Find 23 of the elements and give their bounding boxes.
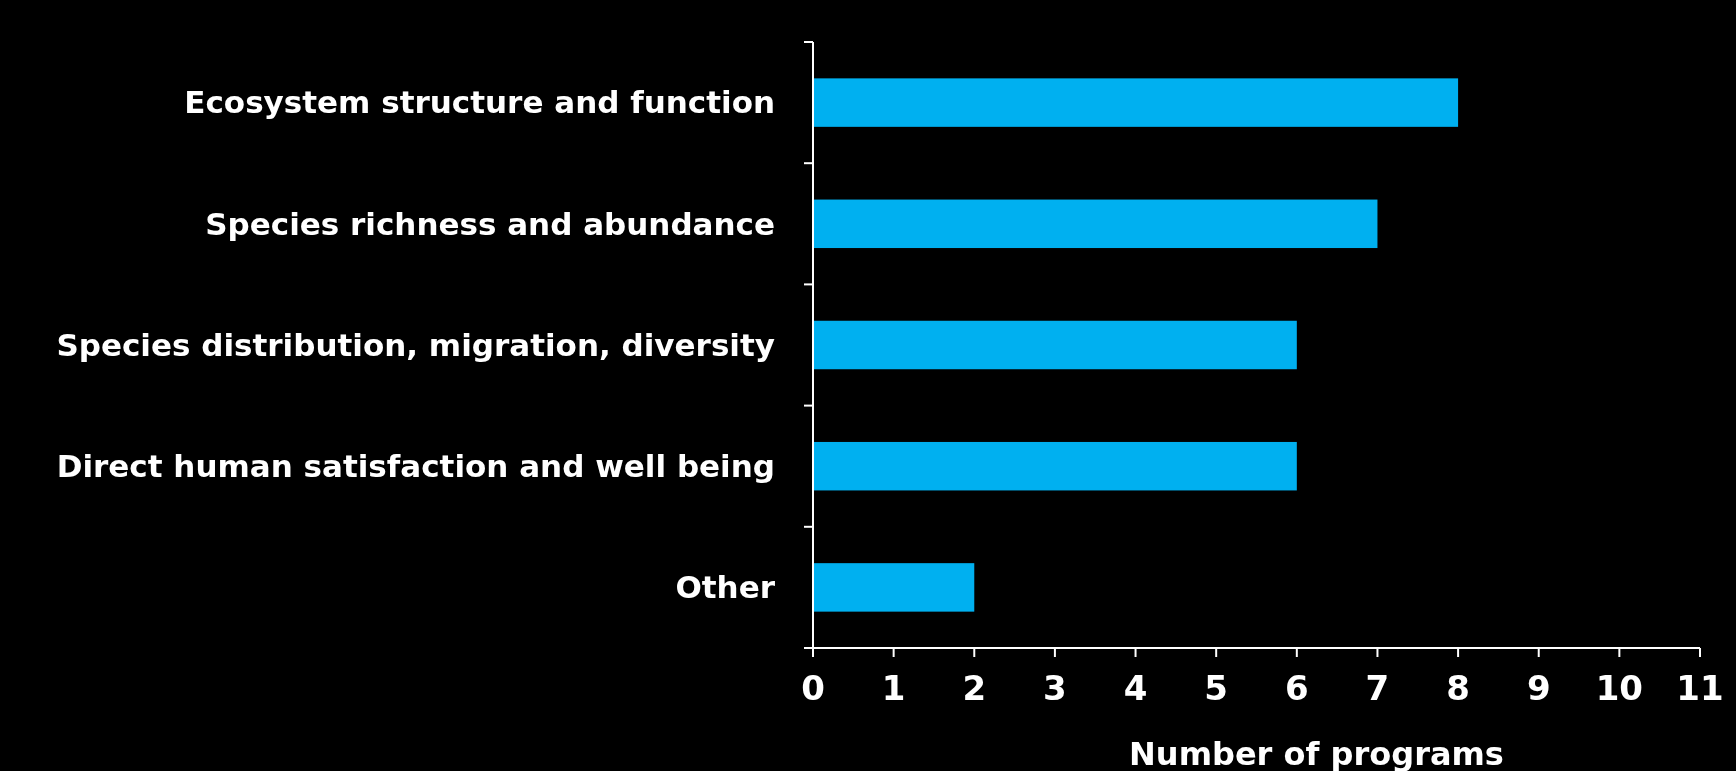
bar bbox=[813, 441, 1297, 491]
x-tick-label: 1 bbox=[881, 668, 906, 708]
x-tick-label: 5 bbox=[1204, 668, 1229, 708]
x-tick-label: 3 bbox=[1043, 668, 1067, 708]
x-tick-label: 10 bbox=[1595, 668, 1644, 708]
y-tick-label: Species distribution, migration, diversity bbox=[56, 326, 775, 363]
bar bbox=[813, 563, 975, 612]
y-tick-label: Direct human satisfaction and well being bbox=[56, 448, 775, 485]
x-tick-label: 2 bbox=[962, 668, 987, 708]
x-tick-label: 8 bbox=[1446, 668, 1470, 708]
bar bbox=[813, 78, 1459, 127]
x-tick-label: 6 bbox=[1284, 668, 1309, 708]
y-tick-label: Ecosystem structure and function bbox=[184, 84, 775, 121]
x-tick-label: 9 bbox=[1526, 668, 1551, 708]
x-axis-title: Number of programs bbox=[1129, 735, 1504, 771]
x-tick-label: 7 bbox=[1365, 668, 1390, 708]
x-tick-label: 4 bbox=[1123, 668, 1148, 708]
x-tick-label: 11 bbox=[1676, 668, 1724, 708]
x-tick-label: 0 bbox=[801, 668, 825, 708]
bar bbox=[813, 320, 1297, 370]
y-tick-label: Other bbox=[675, 569, 776, 606]
bar bbox=[813, 199, 1378, 249]
y-tick-label: Species richness and abundance bbox=[205, 205, 775, 242]
